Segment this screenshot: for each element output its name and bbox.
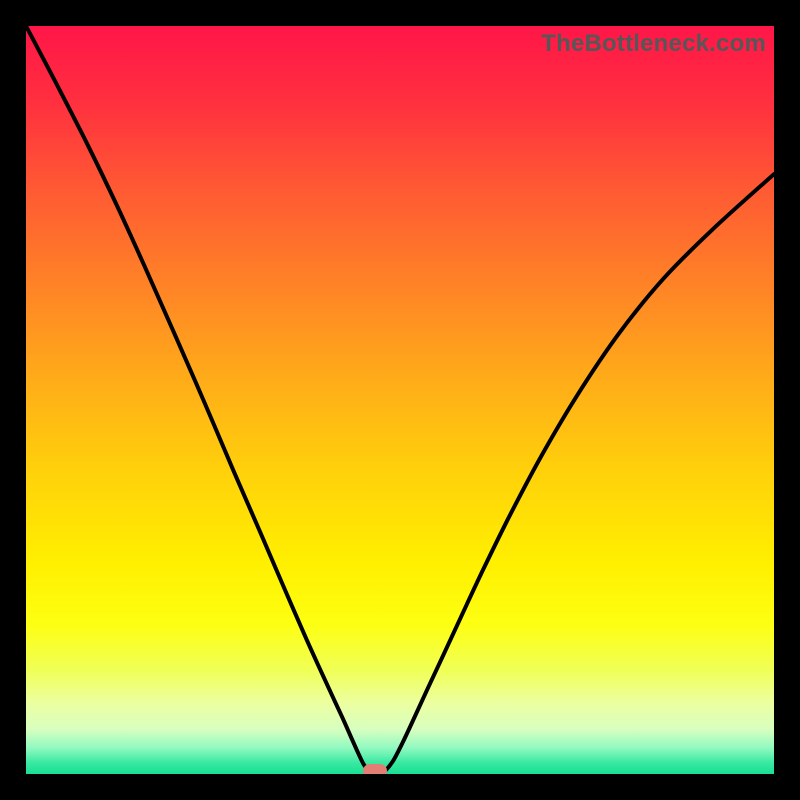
optimum-marker (363, 764, 387, 774)
bottleneck-curve (26, 26, 774, 774)
watermark-text: TheBottleneck.com (541, 30, 766, 58)
plot-area: TheBottleneck.com (26, 26, 774, 774)
curve-layer (26, 26, 774, 774)
chart-frame: TheBottleneck.com (0, 0, 800, 800)
